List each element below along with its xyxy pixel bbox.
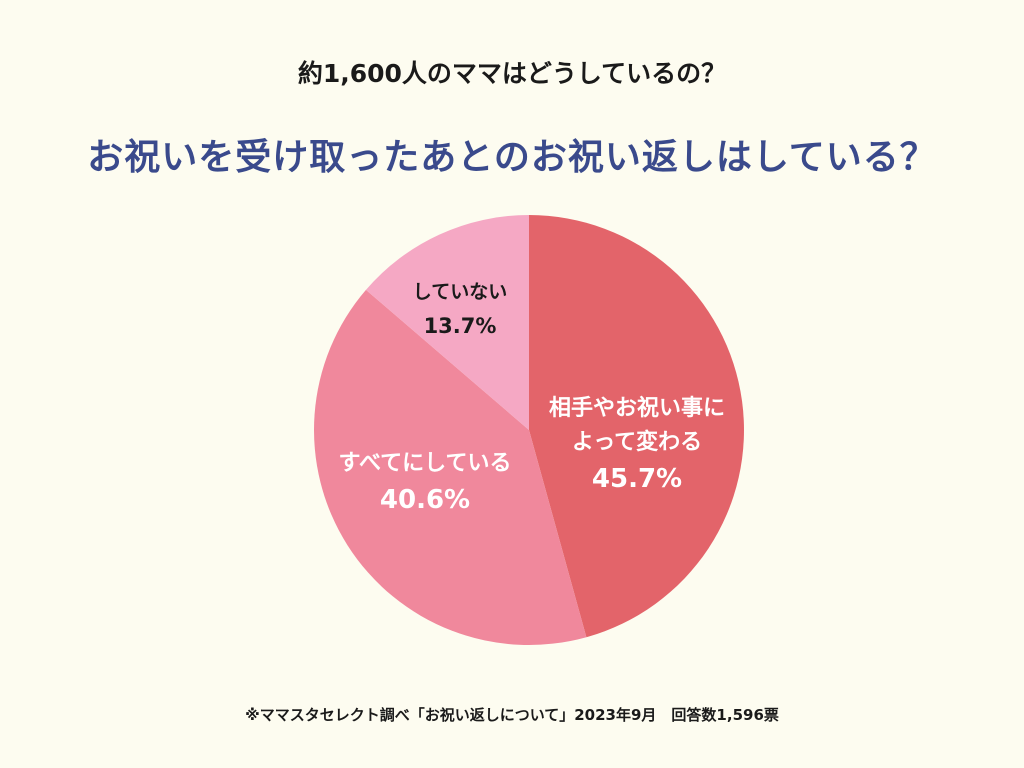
pie-slice-2 (314, 289, 587, 645)
chart-title: お祝いを受け取ったあとのお祝い返しはしている？ (87, 137, 937, 178)
slice-value-3: 13.7% (424, 314, 497, 338)
slice-value-1: 45.7% (592, 464, 682, 494)
pie-slice-1 (529, 215, 744, 638)
pie-slice-3 (365, 215, 529, 430)
slice-label-2-line-1: すべてにしている (339, 451, 512, 476)
slice-label-1-line-1: 相手やお祝い事に (549, 395, 725, 421)
chart-subtitle: 約1,600人のママはどうしているの？ (297, 59, 727, 88)
slice-value-2: 40.6% (380, 485, 470, 515)
slice-label-1-line-2: よって変わる (572, 429, 702, 455)
source-footnote: ※ママスタセレクト調べ「お祝い返しについて」2023年9月 回答数1,596票 (245, 706, 779, 724)
slice-label-3-line-1: していない (413, 281, 507, 303)
